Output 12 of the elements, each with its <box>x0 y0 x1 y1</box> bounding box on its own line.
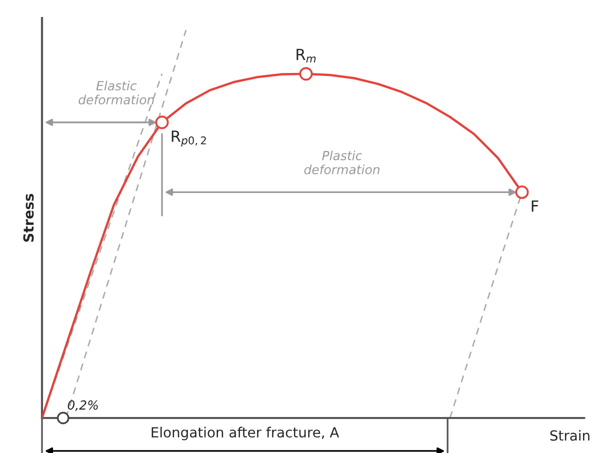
point <box>155 116 169 130</box>
text: Elongation after fracture, A <box>152 426 340 440</box>
annotation: R$_{p0,2}$ <box>172 130 206 147</box>
annotation: Plastic deformation <box>304 150 380 174</box>
point <box>515 185 529 199</box>
annotation: 0,2% <box>68 400 98 412</box>
point <box>299 67 313 81</box>
annotation: Elastic deformation <box>78 80 154 104</box>
annotation: R$_{m}$ <box>296 48 316 62</box>
y-axis-title: Stress <box>23 194 34 242</box>
x-axis-title: Strain <box>550 430 590 441</box>
text: F <box>532 200 538 212</box>
